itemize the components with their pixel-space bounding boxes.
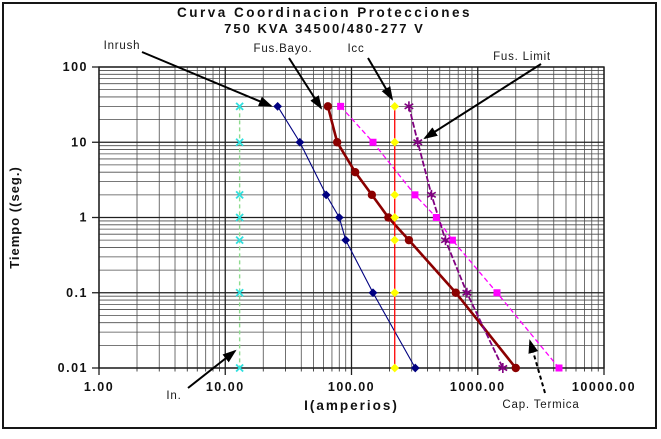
series-markers-fus-bayo-: [323, 102, 520, 373]
series-markers-inrush: [273, 101, 420, 373]
annotation-label-icc: Icc: [347, 43, 364, 55]
tick-labels: 1.00 10.00 100.00 1000.00 10000.00 100 10 1 0.1 0…: [58, 60, 636, 394]
y-tick-label: 10: [71, 135, 88, 149]
series-markers-in-: [235, 102, 244, 373]
annotation-arrow-inrush: [141, 51, 273, 107]
x-tick-label: 1000.00: [450, 380, 506, 394]
x-tick-label: 100.00: [328, 380, 375, 394]
series-markers-fus-limit: [404, 101, 508, 373]
figure-border: [2, 2, 657, 429]
chart-subtitle: 750 KVA 34500/480-277 V: [224, 21, 425, 36]
x-tick-label: 1.00: [84, 380, 114, 394]
y-tick-label: 100: [63, 60, 88, 74]
annotation-label-inrush: Inrush: [104, 40, 141, 52]
plot-border: [98, 66, 605, 369]
y-axis-label: Tiempo ((seg.): [7, 166, 22, 269]
y-tick-label: 0.1: [66, 286, 88, 300]
annotation-arrow-in-: [187, 349, 237, 389]
annotation-label-fus-bayo-: Fus.Bayo.: [254, 43, 313, 55]
series-markers-cap-termica: [337, 102, 563, 372]
annotation-arrow-fus-bayo-: [288, 57, 323, 110]
x-tick-label: 10.00: [206, 380, 245, 394]
annotation-label-in-: In.: [166, 390, 181, 402]
x-axis-label: I(amperios): [304, 398, 399, 413]
annotation-arrow-icc: [367, 57, 394, 101]
y-tick-label: 1: [80, 211, 88, 225]
title-block: Curva Coordinacion Protecciones 750 KVA …: [0, 5, 655, 36]
annotation-label-fus-limit: Fus. Limit: [493, 51, 551, 63]
chart-title: Curva Coordinacion Protecciones: [176, 5, 473, 20]
x-tick-label: 10000.00: [572, 380, 636, 394]
y-tick-label: 0.01: [58, 361, 88, 375]
annotation-arrow-fus-limit: [423, 63, 542, 140]
series-line-fus-bayo-: [326, 106, 517, 369]
annotation-label-cap-termica: Cap. Termica: [502, 399, 579, 411]
annotation-arrow-cap-termica: [528, 339, 546, 394]
series-markers-icc: [390, 101, 400, 373]
